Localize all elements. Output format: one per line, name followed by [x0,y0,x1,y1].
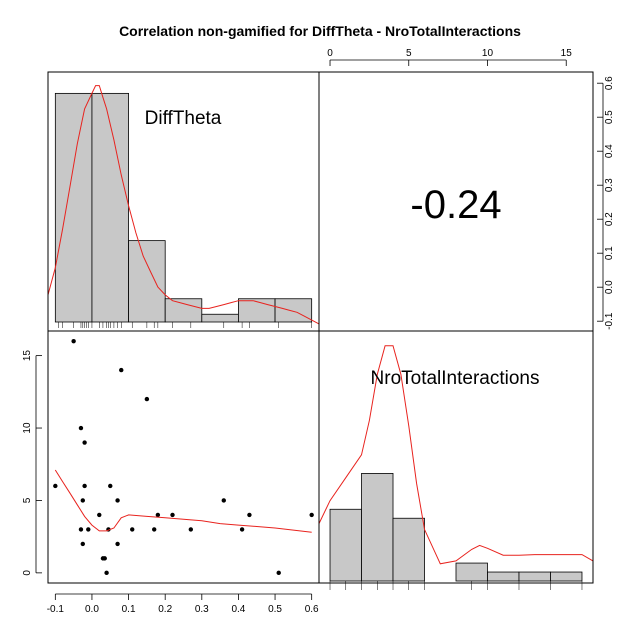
bottom-axis-tick-label: 0.6 [305,604,319,615]
panel-frame-nro-total [318,330,594,584]
scatter-point [115,541,120,547]
bottom-axis-tick-label: 0.4 [231,604,245,615]
right-axis-tick-label: 0.5 [604,110,615,124]
diff-theta-label: DiffTheta [145,108,222,129]
scatter-point [97,512,102,518]
diff-theta-hist-bar [164,298,203,323]
bottom-axis-tick-label: -0.1 [47,604,65,615]
scatter-point [82,440,87,445]
scatter-point [309,512,314,518]
nro-total-hist-bar [392,517,425,582]
scatter-point [239,527,245,532]
top-axis-tick-label: 0 [327,48,333,59]
nro-total-histogram-panel: NroTotalInteractions [318,345,594,590]
scatter-point [130,527,135,532]
scatter-smooth-line [54,469,312,533]
scatter-point [102,556,107,561]
nro-total-hist-bar [487,571,520,582]
outer-axes: -0.1 0.0 0.1 0.2 0.3 0.4 0.5 0.6 0 5 10 15 0 5 10 15 -0.… [22,48,615,615]
scatter-point [170,512,175,518]
scatter-point [108,483,113,489]
correlation-panel: -0.24 [410,183,501,227]
left-axis-tick-label: 5 [22,497,33,503]
scatter-point [119,367,124,373]
right-axis-tick-label: 0.3 [604,178,615,192]
nro-total-hist-bar [361,473,394,582]
right-axis-tick-label: 0.2 [604,212,615,226]
scatter-point [53,483,58,489]
scatter-point [71,338,76,344]
bottom-axis-tick-label: 0.2 [158,604,172,615]
nro-total-density-curve [318,345,594,565]
right-axis-tick-label: 0.0 [604,280,615,294]
right-axis-tick-label: 0.1 [604,246,615,260]
scatter-point [276,570,281,576]
nro-total-hist-bar [518,571,551,582]
bottom-axis-tick-label: 0.0 [85,604,99,615]
panel-frames [47,71,594,584]
top-axis-tick-label: 5 [406,48,412,59]
diff-theta-hist-bar [91,92,129,323]
chart-title: Correlation non-gamified for DiffTheta -… [119,23,521,39]
right-axis-tick-label: 0.6 [604,76,615,90]
scatter-point [82,483,87,489]
top-axis-tick-label: 10 [482,48,494,59]
scatter-point [80,498,85,503]
diff-theta-hist-bar [128,240,166,323]
scatter-point [247,512,252,518]
right-axis-tick-label: 0.4 [604,144,615,158]
nro-total-hist-bar [550,571,583,582]
right-axis-tick-label: -0.1 [604,312,615,330]
left-axis-tick-label: 15 [22,350,33,362]
correlation-value: -0.24 [410,183,501,227]
top-axis-tick-label: 15 [561,48,573,59]
scatter-point [86,527,91,532]
panel-frame-scatter [47,330,320,584]
nro-total-label: NroTotalInteractions [371,368,540,389]
diff-theta-hist-bar [274,298,313,323]
diff-theta-hist-bar [54,92,93,323]
scatter-point [104,570,109,576]
nro-total-hist-bar [329,508,362,582]
scatter-point [78,425,84,431]
diff-theta-hist-bar [238,298,276,323]
scatter-panel [53,338,314,576]
scatter-point [144,396,150,402]
left-axis-tick-label: 0 [22,570,33,576]
scatter-point [80,541,85,547]
bottom-axis-tick-label: 0.3 [195,604,209,615]
diff-theta-histogram-panel: DiffTheta [47,85,320,328]
scatter-point [115,498,120,503]
left-axis-tick-label: 10 [22,422,33,434]
scatter-point [221,498,226,503]
bottom-axis-tick-label: 0.1 [122,604,136,615]
scatter-point [155,512,161,518]
bottom-axis-tick-label: 0.5 [268,604,282,615]
scatter-point [78,527,84,532]
diff-theta-density-curve [47,85,320,325]
diff-theta-hist-bar [201,313,239,323]
scatter-point [188,527,194,532]
nro-total-hist-bar [455,562,488,582]
scatter-point [152,527,157,532]
